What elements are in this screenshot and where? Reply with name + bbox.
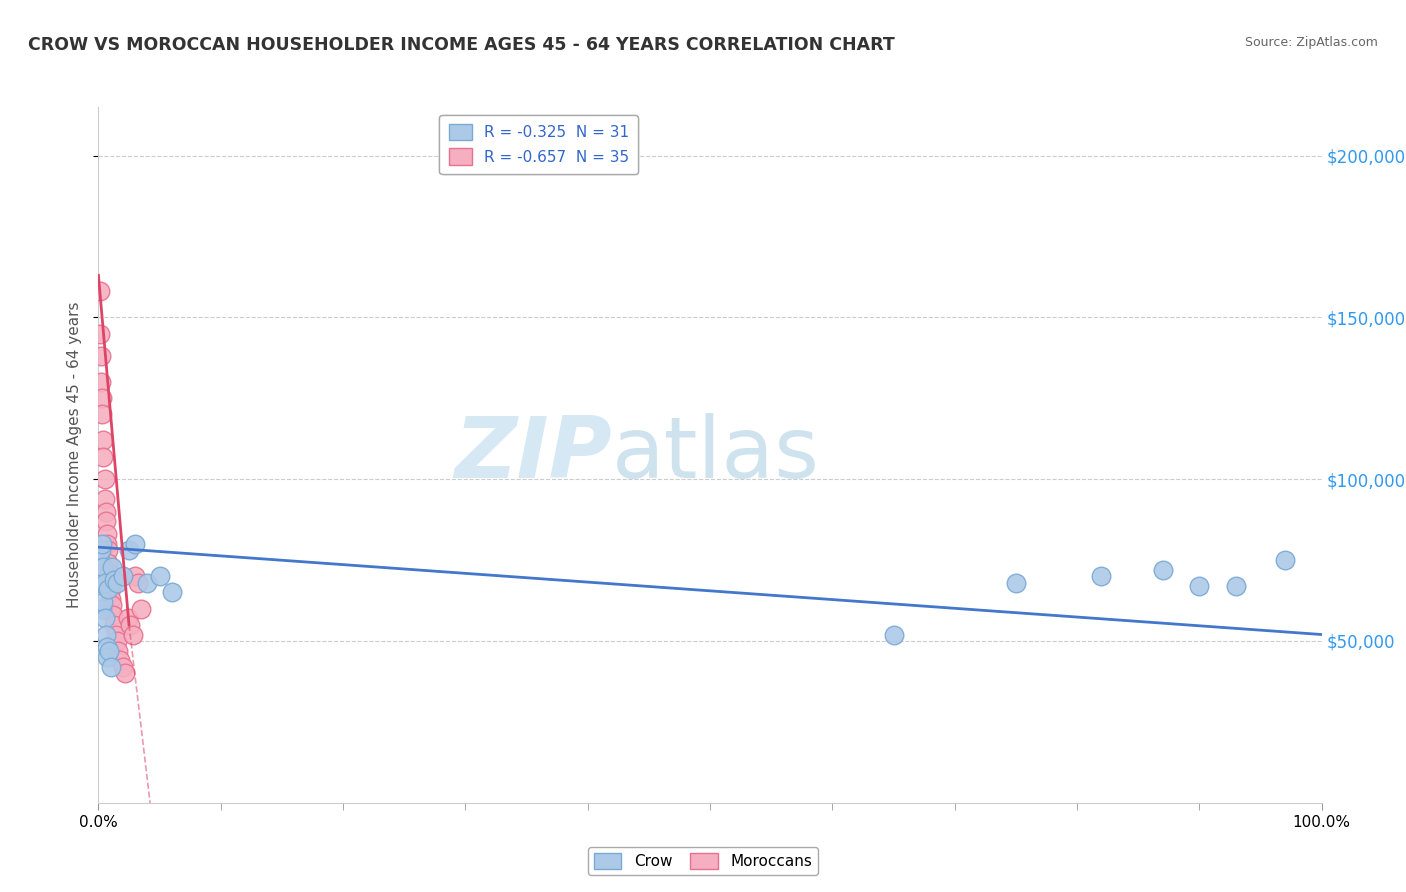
Point	[124, 537, 146, 551]
Point	[96, 650, 118, 665]
Point	[118, 543, 141, 558]
Point	[111, 569, 134, 583]
Legend: Crow, Moroccans: Crow, Moroccans	[588, 847, 818, 875]
Point	[120, 617, 142, 632]
Point	[1225, 579, 1247, 593]
Point	[105, 634, 128, 648]
Point	[160, 585, 183, 599]
Point	[101, 599, 124, 613]
Y-axis label: Householder Income Ages 45 - 64 years: Householder Income Ages 45 - 64 years	[67, 301, 83, 608]
Point	[96, 537, 118, 551]
Point	[127, 575, 149, 590]
Text: ZIP: ZIP	[454, 413, 612, 497]
Point	[91, 601, 114, 615]
Point	[91, 434, 114, 448]
Point	[90, 349, 112, 363]
Point	[91, 392, 114, 406]
Point	[1152, 563, 1174, 577]
Point	[90, 543, 112, 558]
Point	[129, 601, 152, 615]
Point	[149, 569, 172, 583]
Point	[105, 575, 128, 590]
Point	[93, 611, 115, 625]
Point	[1274, 553, 1296, 567]
Point	[101, 608, 124, 623]
Point	[98, 643, 121, 657]
Point	[124, 569, 146, 583]
Point	[100, 591, 122, 606]
Point	[100, 582, 122, 597]
Point	[91, 408, 114, 422]
Text: atlas: atlas	[612, 413, 820, 497]
Point	[98, 566, 121, 580]
Point	[1004, 575, 1026, 590]
Point	[104, 627, 127, 641]
Point	[117, 611, 139, 625]
Point	[89, 326, 111, 341]
Point	[91, 595, 114, 609]
Point	[103, 617, 125, 632]
Point	[93, 575, 115, 590]
Point	[1090, 569, 1112, 583]
Point	[89, 553, 111, 567]
Point	[93, 472, 115, 486]
Point	[96, 640, 118, 655]
Point	[114, 666, 136, 681]
Text: CROW VS MOROCCAN HOUSEHOLDER INCOME AGES 45 - 64 YEARS CORRELATION CHART: CROW VS MOROCCAN HOUSEHOLDER INCOME AGES…	[28, 36, 894, 54]
Point	[107, 643, 129, 657]
Point	[90, 575, 112, 590]
Point	[136, 575, 159, 590]
Point	[97, 582, 120, 597]
Point	[94, 504, 117, 518]
Point	[1188, 579, 1211, 593]
Point	[98, 575, 121, 590]
Point	[89, 285, 111, 299]
Point	[96, 527, 118, 541]
Point	[91, 559, 114, 574]
Point	[91, 450, 114, 464]
Point	[883, 627, 905, 641]
Legend: R = -0.325  N = 31, R = -0.657  N = 35: R = -0.325 N = 31, R = -0.657 N = 35	[440, 115, 638, 174]
Point	[93, 491, 115, 506]
Point	[91, 537, 114, 551]
Point	[111, 660, 134, 674]
Point	[97, 557, 120, 571]
Point	[90, 375, 112, 389]
Point	[100, 660, 122, 674]
Point	[94, 514, 117, 528]
Text: Source: ZipAtlas.com: Source: ZipAtlas.com	[1244, 36, 1378, 49]
Point	[97, 543, 120, 558]
Point	[94, 627, 117, 641]
Point	[103, 573, 125, 587]
Point	[110, 653, 132, 667]
Point	[101, 559, 124, 574]
Point	[121, 627, 143, 641]
